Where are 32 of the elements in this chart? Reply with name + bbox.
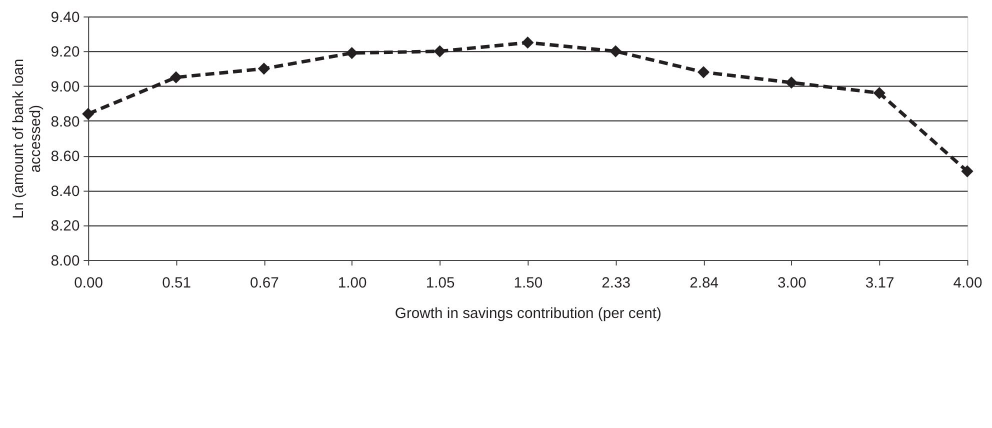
point [258,62,270,75]
point [873,86,886,100]
x-tick-label: 0.67 [250,275,279,292]
x-tick-label: 1.00 [338,275,367,292]
y-tick-label: 9.40 [50,10,80,26]
y-tick-label: 8.60 [50,149,80,166]
y-tick-label: 8.80 [50,114,80,130]
x-tick-label: 0.00 [74,275,104,292]
y-axis-title: Ln (amount of bank loan accessed) [11,58,44,219]
y-tick-label: 9.00 [50,80,80,96]
x-tick-label: 2.84 [690,275,718,292]
point [434,45,446,58]
point [697,66,710,78]
y-tick-label: 8.00 [50,253,80,270]
x-tick-label: 4.00 [953,275,982,292]
x-tick-label: 3.17 [865,275,894,292]
x-tick-label: 2.33 [602,275,631,292]
x-tick-label: 3.00 [777,275,806,292]
x-tick-label: 0.51 [162,275,191,292]
point [610,45,622,58]
point [522,36,534,49]
point [346,46,358,60]
y-tick-label: 8.40 [50,184,80,200]
point [961,165,974,178]
x-tick-label: 1.05 [426,275,455,292]
y-tick-label: 8.20 [50,218,80,235]
x-tick-label: 1.50 [514,275,543,292]
point [170,71,182,84]
y-tick-label: 9.20 [50,44,80,61]
point [82,108,94,120]
point [785,76,798,89]
x-axis-title: Growth in savings contribution (per cent) [394,306,662,322]
